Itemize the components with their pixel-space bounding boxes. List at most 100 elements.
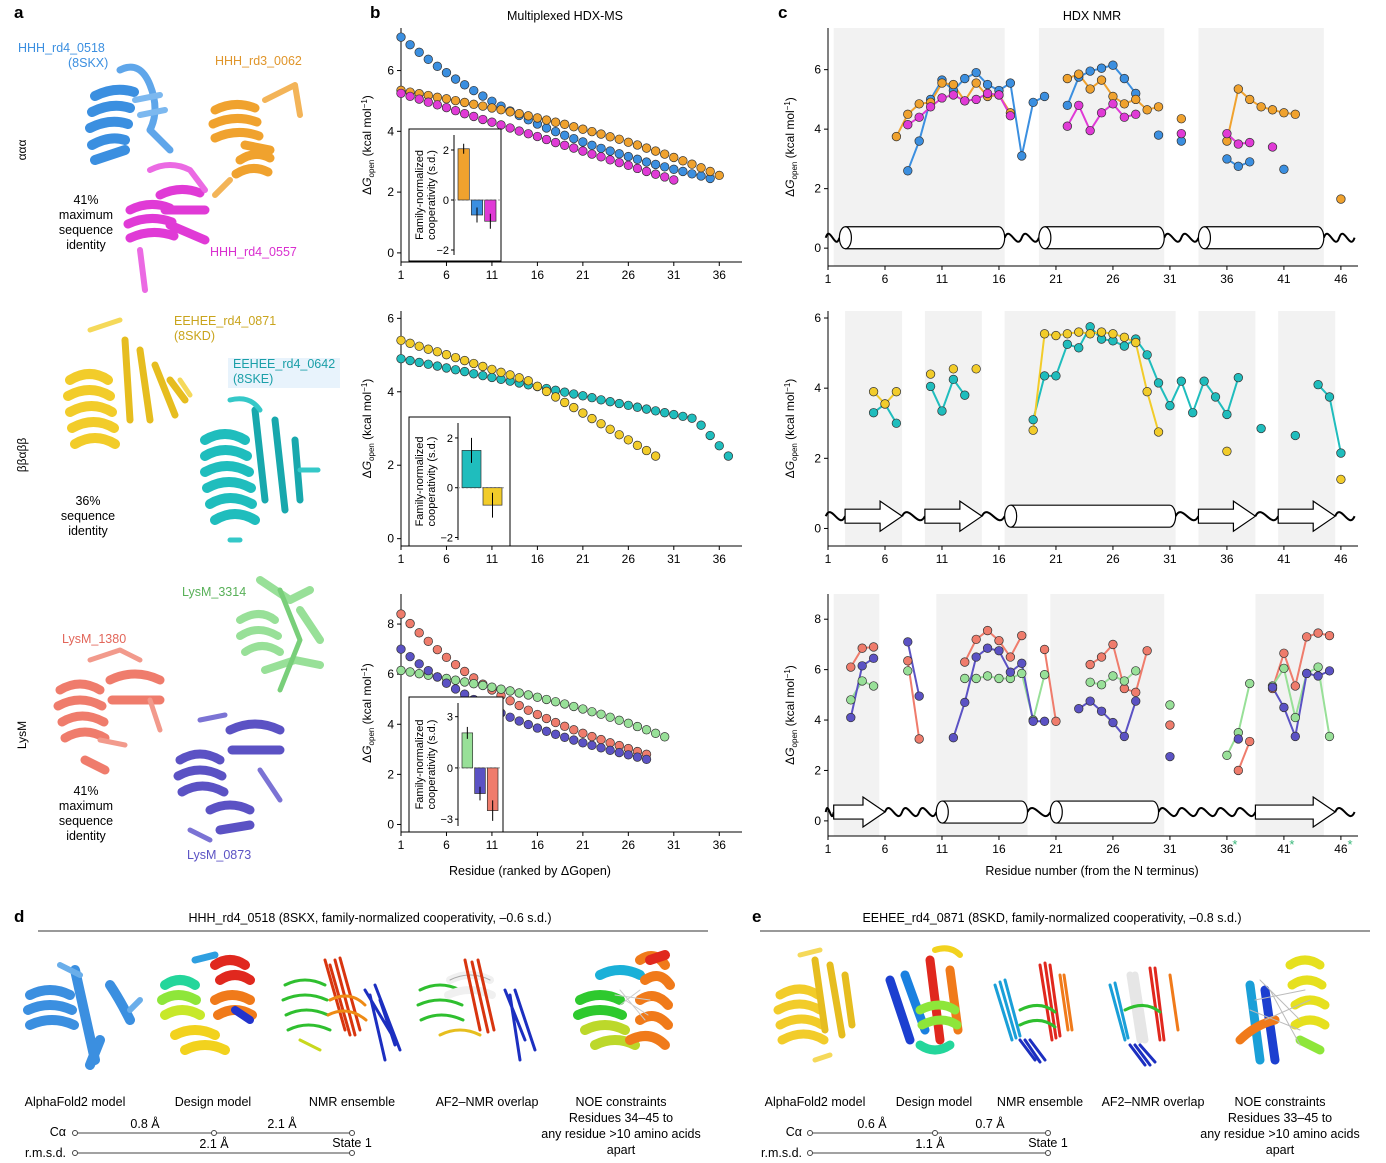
data-point (1176, 128, 1186, 139)
inset-y-tick-label: 0 (447, 483, 453, 495)
x-tick-label: 11 (936, 552, 949, 566)
data-point (632, 140, 643, 150)
data-point (982, 625, 993, 636)
x-tick-label: 21 (1049, 272, 1063, 286)
y-tick-label: 4 (814, 122, 821, 136)
data-point (532, 381, 543, 391)
data-point (650, 159, 661, 170)
x-tick-label: 36 (713, 552, 727, 566)
data-point (960, 673, 970, 684)
data-point (560, 732, 570, 742)
structure-hhh-0062 (208, 82, 303, 198)
star-marker: * (1347, 837, 1352, 852)
data-point (1096, 75, 1107, 85)
data-point (1324, 392, 1335, 402)
data-point (623, 151, 633, 162)
data-point (423, 344, 433, 354)
data-point (687, 413, 697, 423)
data-point (450, 365, 461, 375)
data-point (396, 32, 406, 42)
data-point (1210, 392, 1221, 402)
panel-a-structures: ααα ββαββ LysM HHH_rd4_0518 (8SKX) HHH_r… (15, 41, 340, 862)
data-point (460, 666, 470, 677)
data-point (1336, 474, 1346, 485)
data-point (541, 123, 552, 133)
inset-y-label: Family-normalizedcooperativity (s.d.) (414, 437, 438, 527)
svg-text:State 1: State 1 (332, 1136, 372, 1150)
data-point (1176, 376, 1186, 386)
helix-cap (1049, 800, 1063, 824)
data-point (523, 376, 533, 386)
data-point (1153, 130, 1164, 140)
data-point (550, 126, 561, 137)
inset-y-tick-label: −2 (436, 245, 449, 257)
data-point (505, 107, 515, 117)
x-tick-label: 41 (1277, 842, 1291, 856)
data-point (478, 101, 488, 111)
data-point (578, 124, 588, 134)
data-point (432, 672, 443, 682)
data-point (496, 105, 506, 115)
data-point (678, 411, 688, 422)
data-point (532, 131, 543, 142)
data-point (1096, 652, 1107, 662)
data-point (650, 146, 661, 156)
d-rmsd-diagram: Cα r.m.s.d. 0.8 Å 2.1 Å 2.1 Å State 1 (25, 1116, 372, 1160)
e-caption-nmr: NMR ensemble (997, 1095, 1083, 1109)
data-point (1108, 60, 1118, 70)
data-point (605, 155, 615, 165)
data-point (487, 372, 497, 383)
x-tick-label: 31 (1163, 272, 1177, 286)
d-af2-nmr-overlap (416, 958, 537, 1062)
data-point (1188, 408, 1198, 418)
data-point (1131, 337, 1141, 348)
data-point (1039, 670, 1050, 680)
data-point (1313, 380, 1323, 390)
y-axis-label: ΔGopen (kcal mol−1) (360, 95, 376, 195)
data-point (405, 651, 415, 662)
svg-text:r.m.s.d.: r.m.s.d. (25, 1146, 66, 1160)
data-point (641, 157, 652, 167)
data-point (1245, 94, 1255, 105)
data-point (1085, 329, 1095, 339)
data-point (505, 696, 515, 706)
data-point (660, 149, 670, 159)
data-point (541, 713, 552, 724)
data-point (460, 677, 470, 687)
data-point (1142, 105, 1152, 115)
data-point (1131, 666, 1141, 676)
d-design-model (157, 951, 257, 1055)
data-point (1131, 109, 1141, 119)
y-tick-label: 6 (387, 311, 394, 325)
strand-arrow (844, 500, 904, 533)
data-point (1233, 765, 1243, 776)
data-point (846, 695, 856, 705)
data-point (569, 133, 579, 144)
svg-text:1.1 Å: 1.1 Å (915, 1136, 945, 1151)
inset-bar (457, 148, 470, 201)
data-point (578, 704, 588, 714)
star-marker: * (1289, 837, 1294, 852)
data-point (903, 656, 913, 666)
data-point (1279, 663, 1289, 674)
data-point (1028, 97, 1038, 108)
data-point (641, 404, 652, 414)
x-tick-label: 31 (1163, 552, 1177, 566)
inset-frame (408, 416, 511, 547)
data-point (1062, 339, 1073, 349)
x-tick-label: 11 (486, 838, 499, 852)
structure-eehee-0642 (200, 396, 321, 543)
data-point (1005, 78, 1016, 88)
data-point (605, 712, 615, 722)
data-point (396, 665, 406, 676)
data-point (1153, 427, 1164, 437)
helix-cap (1038, 226, 1052, 250)
data-point (868, 681, 879, 691)
data-point (596, 709, 606, 719)
data-point (623, 400, 633, 411)
family-label-aaa: ααα (15, 140, 29, 161)
data-point (687, 159, 697, 169)
svg-text:identity: identity (68, 524, 108, 538)
data-point (914, 99, 924, 109)
